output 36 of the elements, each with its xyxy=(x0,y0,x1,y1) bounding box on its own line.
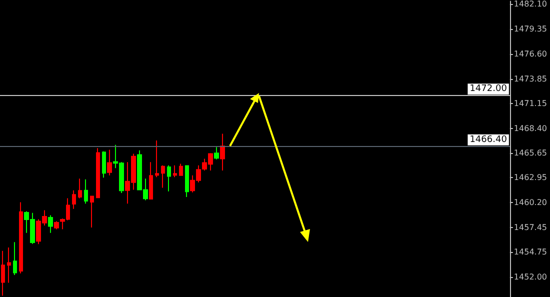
y-tick-label: 1460.20 xyxy=(514,198,548,208)
candlestick xyxy=(13,242,17,276)
y-tick-label: 1471.15 xyxy=(514,98,548,108)
candlestick xyxy=(7,246,11,284)
candlestick xyxy=(220,133,225,171)
candlestick xyxy=(19,202,23,274)
candlestick xyxy=(185,165,189,198)
y-tick-label: 1454.75 xyxy=(514,248,548,257)
y-tick-label: 1468.40 xyxy=(514,124,548,133)
candlestick xyxy=(96,148,100,198)
candlestick xyxy=(167,164,171,192)
candlestick xyxy=(155,140,159,178)
candlestick xyxy=(107,149,112,176)
candlestick xyxy=(84,178,88,204)
candlestick xyxy=(214,146,219,160)
y-tick-label: 1482.10 xyxy=(514,0,548,8)
ref-line-label: 1472.00 xyxy=(470,84,508,94)
candlestick xyxy=(54,220,59,230)
candlestick xyxy=(78,178,82,199)
ref-line-label: 1466.40 xyxy=(470,134,508,145)
y-tick-label: 1476.60 xyxy=(514,49,548,58)
y-tick-label: 1473.85 xyxy=(514,74,548,84)
y-tick-label: 1465.65 xyxy=(514,148,548,158)
y-tick-label: 1479.35 xyxy=(514,24,548,34)
candlestick xyxy=(179,163,183,176)
y-tick-label: 1457.45 xyxy=(514,223,548,232)
candlestick xyxy=(161,164,165,188)
candlestick xyxy=(149,162,153,200)
y-tick-label: 1462.95 xyxy=(514,173,548,182)
y-tick-label: 1452.00 xyxy=(514,272,548,282)
candlestick xyxy=(72,190,76,210)
candlestick xyxy=(1,250,5,296)
candlestick xyxy=(173,164,177,178)
candlestick xyxy=(48,214,53,234)
candlestick xyxy=(102,150,106,178)
candlestick xyxy=(90,196,94,228)
